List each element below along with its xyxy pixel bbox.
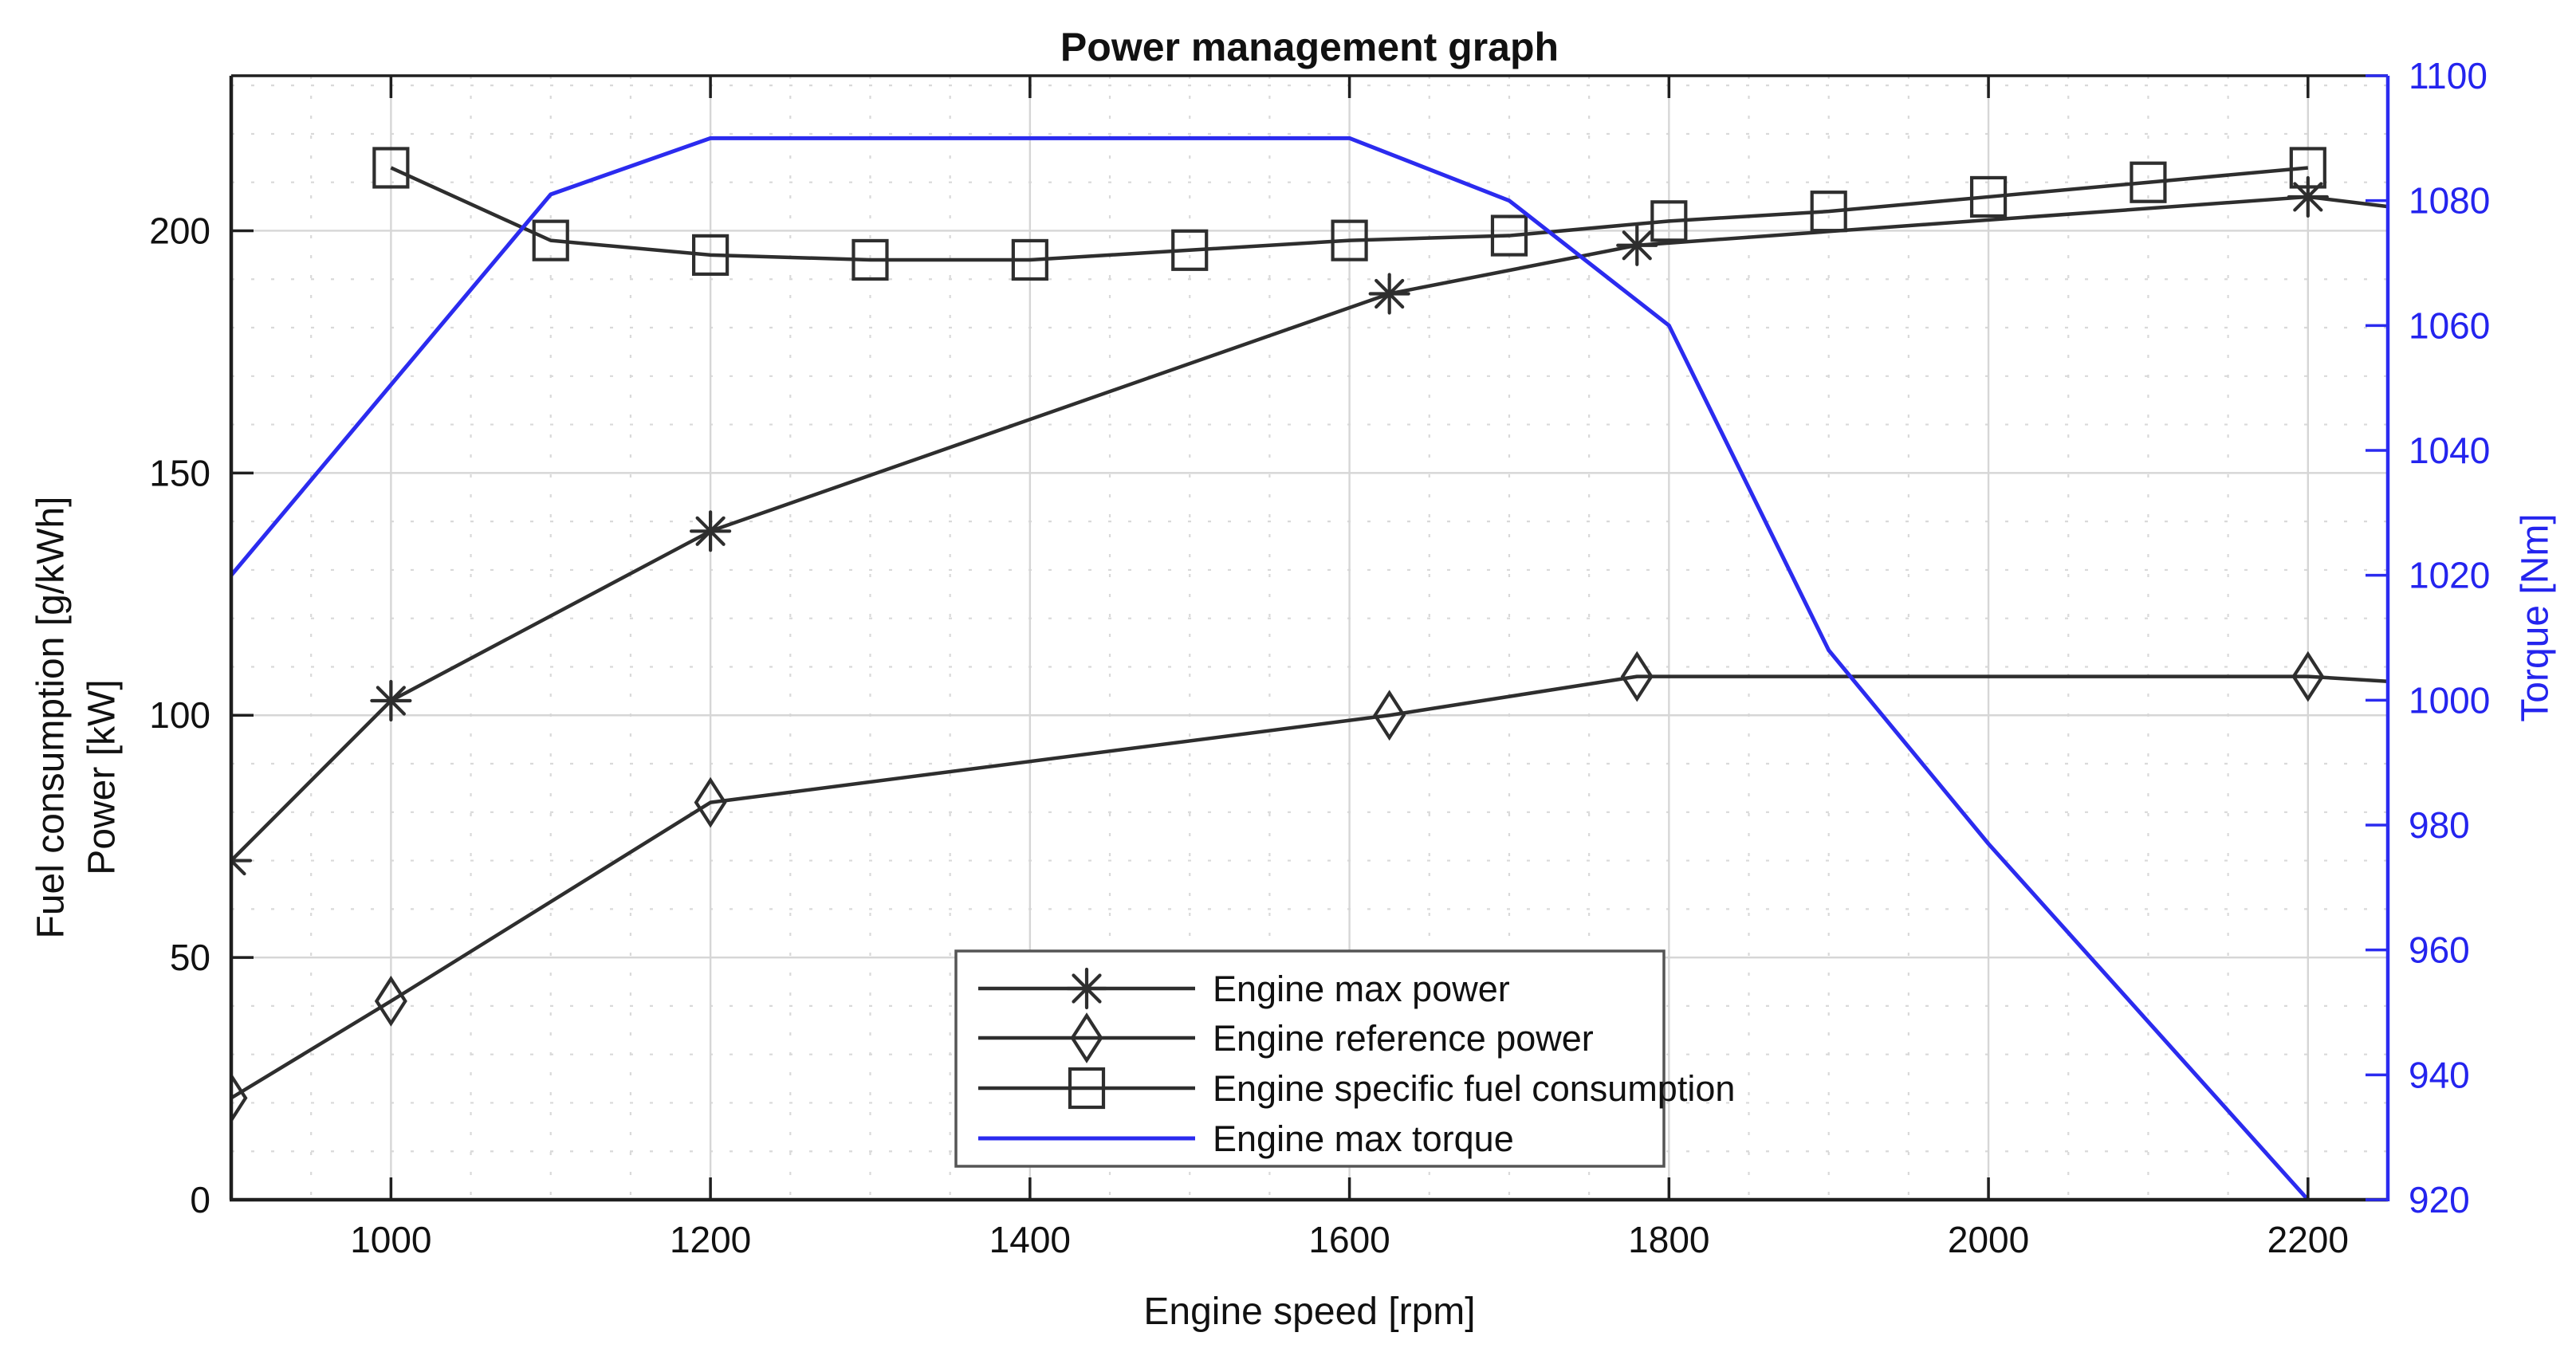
- svg-text:980: 980: [2409, 804, 2470, 846]
- svg-text:50: 50: [170, 937, 210, 978]
- series-engine-specific-fuel-consumption: [372, 147, 2326, 281]
- svg-text:1400: 1400: [989, 1219, 1071, 1260]
- svg-text:920: 920: [2409, 1179, 2470, 1220]
- svg-text:Engine max torque: Engine max torque: [1213, 1118, 1514, 1159]
- svg-text:100: 100: [149, 694, 210, 736]
- legend-entry-engine-specific-fuel-consumption: Engine specific fuel consumption: [978, 1067, 1735, 1110]
- svg-text:1600: 1600: [1308, 1219, 1390, 1260]
- svg-text:2200: 2200: [2267, 1219, 2349, 1260]
- axes: [229, 74, 2390, 1202]
- axis-ticks: [231, 74, 2388, 1201]
- svg-text:Engine reference power: Engine reference power: [1213, 1018, 1594, 1059]
- y-tick-labels-right: 920 940 960 980 1000 1020 1040 1060 1080 1100: [2409, 55, 2490, 1220]
- svg-text:2000: 2000: [1948, 1219, 2029, 1260]
- legend: Engine max power Engine reference power En…: [954, 949, 1735, 1168]
- svg-text:1000: 1000: [350, 1219, 431, 1260]
- svg-text:1080: 1080: [2409, 180, 2490, 222]
- svg-text:200: 200: [149, 210, 210, 251]
- series-engine-max-power: [231, 175, 2388, 882]
- svg-text:1800: 1800: [1628, 1219, 1709, 1260]
- series-engine-max-torque: [231, 136, 2310, 1200]
- x-axis-label: Engine speed [rpm]: [1143, 1291, 1476, 1333]
- legend-entry-engine-reference-power: Engine reference power: [978, 1012, 1594, 1063]
- svg-text:Engine specific fuel consumpti: Engine specific fuel consumption: [1213, 1068, 1735, 1109]
- svg-text:1000: 1000: [2409, 679, 2490, 721]
- svg-text:940: 940: [2409, 1054, 2470, 1095]
- x-tick-labels: 1000 1200 1400 1600 1800 2000 2200: [350, 1219, 2349, 1260]
- chart-title: Power management graph: [1060, 25, 1559, 69]
- svg-text:1060: 1060: [2409, 305, 2490, 346]
- svg-text:1040: 1040: [2409, 430, 2490, 471]
- svg-text:1100: 1100: [2409, 55, 2488, 96]
- svg-text:Engine max power: Engine max power: [1213, 969, 1510, 1009]
- legend-entry-engine-max-torque: Engine max torque: [978, 1118, 1514, 1159]
- svg-text:0: 0: [190, 1179, 210, 1220]
- svg-text:1200: 1200: [670, 1219, 751, 1260]
- svg-text:960: 960: [2409, 930, 2470, 971]
- svg-text:1020: 1020: [2409, 555, 2490, 596]
- legend-entry-engine-max-power: Engine max power: [978, 967, 1510, 1010]
- svg-text:150: 150: [149, 452, 210, 493]
- y-tick-labels-left: 0 50 100 150 200: [149, 210, 210, 1220]
- series-engine-reference-power: [231, 650, 2388, 1124]
